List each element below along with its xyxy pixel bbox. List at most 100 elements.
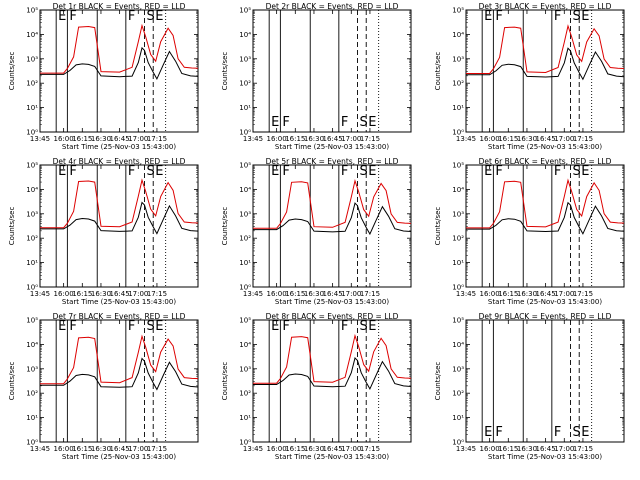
x-tick-label: 17:15 — [573, 445, 593, 453]
y-tick-label: 10⁴ — [239, 341, 251, 349]
x-tick-label: 16:15 — [498, 445, 518, 453]
y-tick-label: 10⁵ — [26, 162, 38, 170]
x-axis-label: Start Time (25-Nov-03 15:43:00) — [275, 143, 389, 151]
marker-flag-E: E — [58, 319, 66, 334]
marker-flag-S: S — [573, 9, 581, 24]
x-axis-label: Start Time (25-Nov-03 15:43:00) — [275, 298, 389, 306]
y-tick-label: 10⁰ — [452, 284, 464, 292]
y-tick-label: 10³ — [452, 210, 464, 218]
x-tick-label: 13:45 — [30, 290, 50, 298]
x-tick-label: 13:45 — [243, 135, 263, 143]
x-axis-label: Start Time (25-Nov-03 15:43:00) — [488, 453, 602, 461]
marker-flag-F: F — [341, 319, 348, 334]
y-tick-label: 10³ — [26, 365, 38, 373]
x-tick-label: 16:00 — [54, 445, 74, 453]
x-tick-label: 13:45 — [30, 445, 50, 453]
marker-flag-E: E — [581, 9, 589, 24]
marker-flag-E: E — [484, 425, 492, 440]
x-tick-label: 16:30 — [91, 290, 111, 298]
y-tick-label: 10⁰ — [26, 439, 38, 447]
plot-frame — [39, 9, 199, 133]
marker-flag-F: F — [69, 319, 76, 334]
y-tick-label: 10⁴ — [452, 341, 464, 349]
x-axis-label: Start Time (25-Nov-03 15:43:00) — [275, 453, 389, 461]
marker-flag-F: F — [282, 164, 289, 179]
panel-title: Det 2r BLACK = Events, RED = LLD — [266, 2, 399, 11]
x-tick-label: 13:45 — [456, 445, 476, 453]
y-tick-label: 10³ — [239, 210, 251, 218]
x-tick-label: 16:45 — [536, 290, 556, 298]
x-tick-label: 13:45 — [243, 445, 263, 453]
y-tick-label: 10² — [26, 235, 38, 243]
y-axis-label: Counts/sec — [434, 207, 442, 246]
x-tick-label: 17:15 — [147, 445, 167, 453]
marker-flag-E: E — [368, 319, 376, 334]
events-series-line — [253, 202, 412, 236]
x-axis-label: Start Time (25-Nov-03 15:43:00) — [488, 298, 602, 306]
y-tick-label: 10³ — [26, 55, 38, 63]
x-tick-label: 16:30 — [304, 135, 324, 143]
y-axis-label: Counts/sec — [434, 52, 442, 91]
marker-flag-E: E — [271, 115, 279, 130]
marker-flag-S: S — [360, 164, 368, 179]
events-series-line — [40, 201, 199, 235]
marker-flag-F: F — [128, 164, 135, 179]
y-tick-label: 10⁴ — [452, 186, 464, 194]
lld-series-line — [253, 178, 412, 229]
x-tick-label: 17:15 — [573, 290, 593, 298]
marker-flag-E: E — [581, 425, 589, 440]
y-tick-label: 10¹ — [239, 259, 251, 267]
y-tick-label: 10⁵ — [452, 317, 464, 325]
marker-flag-F: F — [341, 164, 348, 179]
x-tick-label: 16:00 — [480, 290, 500, 298]
x-tick-label: 16:45 — [323, 135, 343, 143]
marker-flag-S: S — [147, 164, 155, 179]
y-tick-label: 10³ — [26, 210, 38, 218]
y-tick-label: 10² — [239, 390, 251, 398]
plot-frame — [252, 164, 412, 288]
marker-flag-E: E — [271, 164, 279, 179]
plot-frame — [465, 319, 625, 443]
y-tick-label: 10⁵ — [239, 317, 251, 325]
x-tick-label: 16:15 — [72, 290, 92, 298]
y-axis-label: Counts/sec — [8, 207, 16, 246]
x-tick-label: 16:30 — [304, 445, 324, 453]
marker-flag-F: F — [282, 319, 289, 334]
y-tick-label: 10⁵ — [239, 7, 251, 15]
x-tick-label: 16:45 — [536, 135, 556, 143]
y-tick-label: 10⁴ — [239, 31, 251, 39]
panel-8: Det 8r BLACK = Events, RED = LLD 10⁰ 10¹ 10… — [221, 312, 412, 461]
marker-flag-S: S — [573, 164, 581, 179]
marker-flag-F: F — [341, 115, 348, 130]
x-tick-label: 16:00 — [267, 290, 287, 298]
events-series-line — [40, 357, 199, 391]
y-tick-label: 10² — [26, 80, 38, 88]
x-tick-label: 16:30 — [91, 445, 111, 453]
x-axis-label: Start Time (25-Nov-03 15:43:00) — [62, 143, 176, 151]
y-axis-label: Counts/sec — [434, 362, 442, 401]
lld-series-line — [253, 333, 412, 384]
y-tick-label: 10⁴ — [452, 31, 464, 39]
marker-flag-S: S — [360, 115, 368, 130]
x-tick-label: 17:00 — [341, 290, 361, 298]
panel-title: Det 9r BLACK = Events, RED = LLD — [479, 312, 612, 321]
lld-series-line — [40, 23, 199, 74]
x-tick-label: 17:00 — [128, 290, 148, 298]
y-tick-label: 10⁰ — [239, 439, 251, 447]
y-tick-label: 10² — [239, 80, 251, 88]
marker-flag-F: F — [128, 319, 135, 334]
marker-flag-F: F — [495, 425, 502, 440]
x-tick-label: 13:45 — [30, 135, 50, 143]
x-tick-label: 16:15 — [498, 290, 518, 298]
x-tick-label: 17:15 — [147, 135, 167, 143]
marker-flag-E: E — [155, 9, 163, 24]
panel-9: Det 9r BLACK = Events, RED = LLD 10⁰ 10¹ 10… — [434, 312, 625, 461]
panel-3: Det 3r BLACK = Events, RED = LLD 10⁰ 10¹ 10… — [434, 2, 625, 151]
panel-5: Det 5r BLACK = Events, RED = LLD 10⁰ 10¹ 10… — [221, 157, 412, 306]
x-tick-label: 16:00 — [267, 445, 287, 453]
x-tick-label: 17:00 — [128, 445, 148, 453]
lld-series-line — [40, 334, 199, 385]
panel-2: Det 2r BLACK = Events, RED = LLD 10⁰ 10¹ 10… — [221, 2, 412, 151]
panel-title: Det 4r BLACK = Events, RED = LLD — [53, 157, 186, 166]
marker-flag-E: E — [368, 115, 376, 130]
